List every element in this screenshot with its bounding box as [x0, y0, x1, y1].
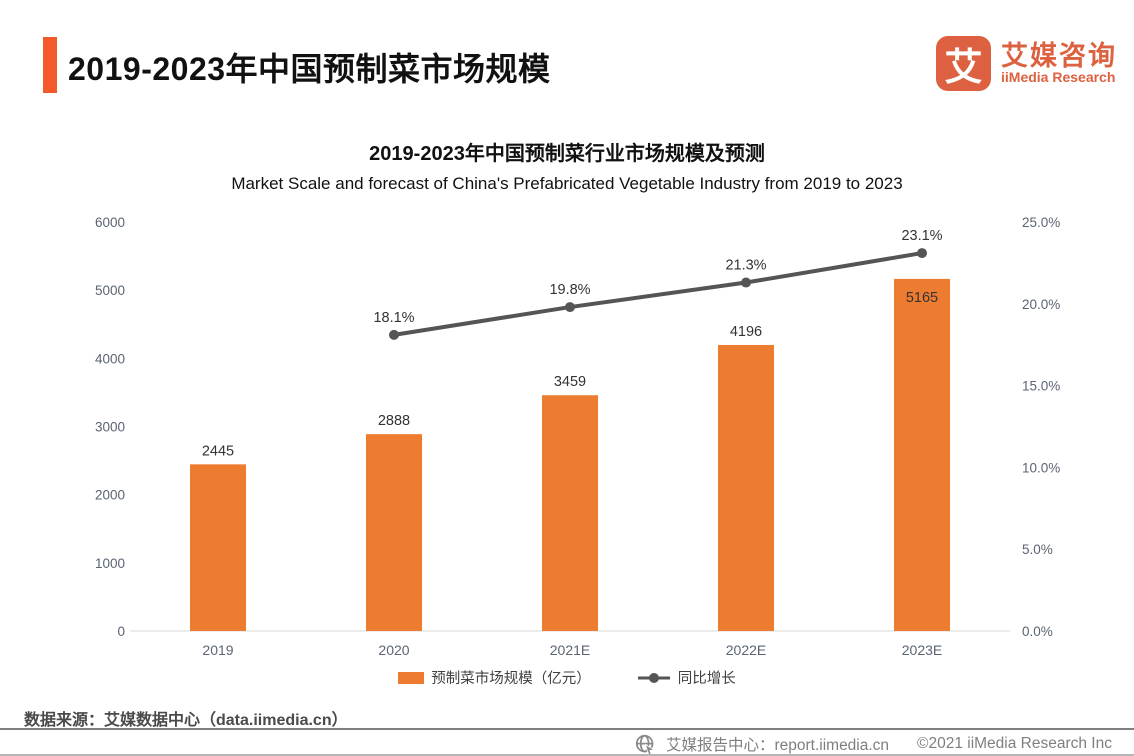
bar-value-label-2021E: 3459 [554, 374, 586, 390]
left-axis-tick-0: 0 [117, 624, 125, 639]
x-axis-label-2020: 2020 [378, 642, 409, 658]
bar-value-label-2022E: 4196 [730, 324, 762, 340]
growth-label-2023E: 23.1% [901, 228, 942, 244]
bar-value-label-2023E: 5165 [906, 290, 938, 306]
right-axis-tick-0.0%: 0.0% [1022, 624, 1053, 639]
x-axis-label-2021E: 2021E [550, 642, 590, 658]
logo-glyph: 艾 [944, 47, 983, 89]
left-axis-tick-5000: 5000 [95, 283, 125, 298]
left-axis-tick-6000: 6000 [95, 215, 125, 230]
right-axis-tick-5.0%: 5.0% [1022, 542, 1053, 557]
growth-point-2023E [917, 248, 927, 259]
bar-2019 [190, 464, 246, 631]
bar-value-label-2019: 2445 [202, 443, 234, 459]
x-axis-label-2023E: 2023E [902, 642, 942, 658]
report-center-link: 艾媒报告中心：report.iimedia.cn [665, 737, 890, 754]
right-axis-tick-15.0%: 15.0% [1022, 379, 1060, 394]
bar-2022E [718, 344, 774, 631]
x-axis-label-2022E: 2022E [726, 642, 766, 658]
left-axis-tick-4000: 4000 [95, 351, 125, 366]
legend-label-market-scale: 预制菜市场规模（亿元） [431, 671, 591, 687]
logo-brand-en: iiMedia Research [1001, 69, 1116, 86]
legend-item-market-scale: 预制菜市场规模（亿元） [398, 667, 591, 688]
growth-point-2020 [389, 329, 399, 340]
bar-series-swatch [398, 671, 425, 684]
legend-label-growth: 同比增长 [677, 671, 736, 687]
chart-title: 2019-2023年中国预制菜行业市场规模及预测 [369, 143, 765, 165]
market-scale-chart: 0 1000 2000 3000 4000 5000 6000 0.0% 5.0% 10.0% 15… [95, 215, 1060, 658]
left-axis-tick-2000: 2000 [95, 488, 125, 503]
bar-2023E [894, 278, 950, 631]
bar-2021E [542, 395, 598, 631]
logo-brand-cn: 艾媒咨询 [1001, 40, 1117, 71]
left-axis-tick-3000: 3000 [95, 420, 125, 435]
growth-point-2022E [741, 277, 751, 288]
bar-value-label-2020: 2888 [378, 413, 410, 429]
growth-label-2021E: 19.8% [549, 282, 590, 298]
iimedia-logo: 艾 艾媒咨询 iiMedia Research [936, 36, 1117, 91]
growth-label-2022E: 21.3% [725, 258, 766, 274]
title-accent-bar [43, 37, 57, 93]
chart-subtitle: Market Scale and forecast of China's Pre… [231, 174, 903, 193]
bottom-bar: 艾媒报告中心：report.iimedia.cn ©2021 iiMedia R… [635, 733, 1112, 755]
page-bottom-edge [0, 754, 1134, 756]
page-title: 2019-2023年中国预制菜市场规模 [68, 51, 551, 87]
left-axis-tick-1000: 1000 [95, 556, 125, 571]
growth-label-2020: 18.1% [373, 310, 414, 326]
iimedia-logo-icon: 艾 [936, 36, 991, 91]
right-axis-tick-10.0%: 10.0% [1022, 460, 1060, 475]
right-axis-tick-20.0%: 20.0% [1022, 297, 1060, 312]
legend-item-growth: 同比增长 [637, 667, 736, 688]
copyright-text: ©2021 iiMedia Research Inc [917, 735, 1112, 752]
growth-point-2021E [565, 302, 575, 313]
growth-line [393, 251, 923, 337]
x-axis-label-2019: 2019 [202, 642, 233, 658]
data-source-note: 数据来源：艾媒数据中心（data.iimedia.cn） [24, 712, 348, 729]
globe-cursor-icon [635, 734, 656, 755]
right-axis-tick-25.0%: 25.0% [1022, 215, 1060, 230]
footer-divider [0, 728, 1134, 730]
logo-text: 艾媒咨询 iiMedia Research [1001, 42, 1117, 85]
bar-2020 [366, 434, 422, 631]
chart-legend: 预制菜市场规模（亿元） 同比增长 [0, 667, 1134, 688]
line-series-swatch [637, 672, 670, 683]
